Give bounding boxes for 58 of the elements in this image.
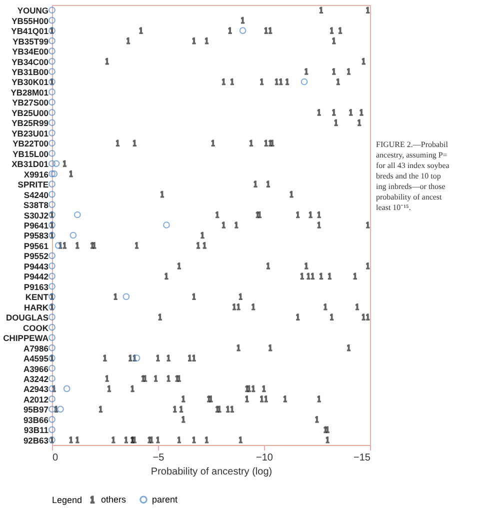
y-tick-label: COOK bbox=[23, 322, 50, 333]
caption: FIGURE 2.—Probabil bbox=[376, 140, 449, 149]
legend-title: Legend bbox=[52, 495, 82, 505]
y-tick-label: YOUNG bbox=[17, 6, 49, 16]
y-tick-label: X9916 bbox=[24, 169, 49, 180]
y-tick-label: A2943 bbox=[23, 384, 49, 394]
y-tick-label: P9561 bbox=[24, 240, 49, 251]
y-tick-label: DOUGLAS bbox=[6, 312, 49, 323]
y-tick-label: CHIPPEWA bbox=[3, 333, 48, 344]
y-tick-label: YB55H00 bbox=[12, 16, 49, 26]
text: ing inbreds—or those bbox=[376, 182, 446, 191]
y-tick-label: A3966 bbox=[23, 364, 49, 374]
legend-label: parent bbox=[152, 494, 178, 505]
y-tick-label: KENT bbox=[25, 292, 50, 302]
y-tick-label: P9583 bbox=[24, 230, 49, 241]
y-tick-label: YB28M01 bbox=[10, 87, 49, 98]
y-tick-label: 95B97 bbox=[23, 404, 49, 415]
y-tick-label: A7986 bbox=[23, 343, 49, 354]
y-tick-label: SPRITE bbox=[18, 180, 49, 190]
y-tick-label: HARK bbox=[24, 302, 50, 312]
text: for all 43 index soybea bbox=[376, 161, 450, 170]
y-tick-label: S30J2 bbox=[24, 210, 49, 220]
y-tick-label: YB34E00 bbox=[12, 46, 49, 57]
x-tick-label: −15 bbox=[354, 452, 371, 464]
legend-label: others bbox=[101, 494, 127, 505]
y-tick-label: YB31B00 bbox=[12, 67, 49, 78]
y-tick-label: 92B63 bbox=[23, 435, 49, 446]
y-tick-label: YB23U01 bbox=[12, 128, 49, 138]
x-axis-title: Probability of ancestry (log) bbox=[150, 466, 272, 478]
text: breds and the 10 top bbox=[376, 172, 441, 180]
x-tick-label: −10 bbox=[256, 452, 274, 464]
y-tick-label: YB15L00 bbox=[12, 148, 49, 159]
y-tick-label: YB27S00 bbox=[12, 98, 49, 108]
y-tick-label: 93B11 bbox=[24, 425, 49, 436]
y-tick-label: A4595 bbox=[23, 354, 49, 364]
y-tick-label: S4240 bbox=[24, 190, 49, 200]
y-tick-label: A2012 bbox=[23, 394, 49, 404]
text: least 10⁻¹⁵. bbox=[376, 203, 411, 212]
x-tick-label: 0 bbox=[52, 452, 58, 464]
y-tick-label: 93B66 bbox=[23, 414, 49, 425]
y-tick-label: YB25R99 bbox=[12, 118, 49, 128]
y-tick-label: YB30K01 bbox=[12, 77, 49, 88]
y-tick-label: A3242 bbox=[23, 374, 49, 384]
y-tick-label: P9641 bbox=[24, 220, 49, 230]
y-tick-label: YB22T00 bbox=[12, 138, 49, 149]
y-tick-label: XB31D01 bbox=[12, 159, 49, 170]
y-tick-label: YB35T99 bbox=[12, 36, 49, 46]
y-tick-label: YB25U00 bbox=[12, 108, 49, 118]
y-tick-label: YB34C00 bbox=[12, 56, 49, 67]
y-tick-label: P9163 bbox=[24, 282, 49, 292]
y-tick-label: YB41Q01 bbox=[11, 26, 49, 36]
y-tick-label: S38T8 bbox=[23, 200, 49, 210]
text: ancestry, assuming P= bbox=[376, 150, 448, 160]
y-tick-label: P9552 bbox=[24, 251, 49, 262]
text: probability of ancest bbox=[376, 192, 443, 202]
y-tick-label: P9443 bbox=[24, 261, 49, 272]
x-tick-label: −5 bbox=[152, 452, 165, 464]
y-tick-label: P9442 bbox=[24, 272, 49, 282]
